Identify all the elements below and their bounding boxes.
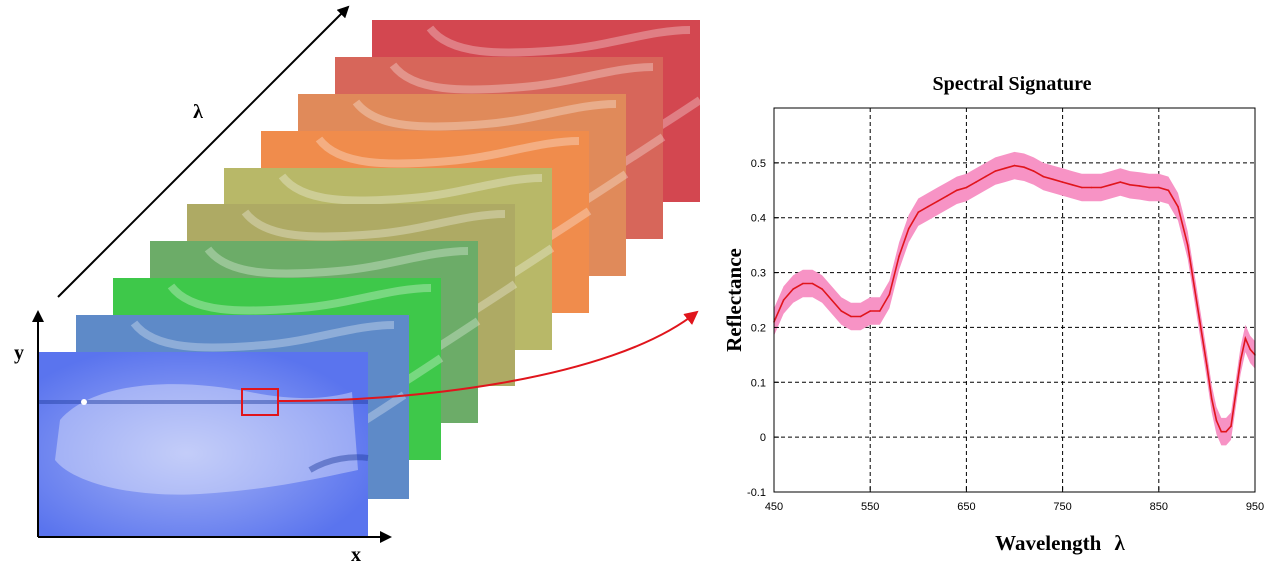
series-point: [869, 310, 871, 312]
x-tick-label: 850: [1150, 501, 1168, 513]
x-axis-label: x: [351, 544, 361, 566]
series-point: [965, 186, 968, 189]
x-axis-title: Wavelength λ: [995, 531, 1125, 555]
series-point: [1129, 184, 1131, 186]
spectral-signature-chart: Spectral Signature 450 550 650 750 850 950 -0.…: [722, 73, 1264, 555]
x-tick-label: 550: [861, 501, 879, 513]
pixel-to-spectrum-arrow: [277, 310, 699, 403]
chart-ticks: 450 550 650 750 850 950 -0.1 0 0.1 0.2 0.3 0.4 0.5: [747, 158, 1264, 513]
series-point: [782, 299, 785, 301]
series-point: [1023, 166, 1025, 168]
series-point: [802, 282, 804, 285]
series-point: [1244, 337, 1247, 340]
series-point: [1071, 184, 1073, 186]
series-point: [821, 288, 823, 290]
series-point: [1210, 397, 1213, 400]
series-point: [1239, 359, 1242, 362]
series-point: [879, 310, 881, 312]
series-point: [1167, 189, 1170, 192]
series-point: [1206, 365, 1208, 367]
lambda-axis-arrow: [57, 5, 350, 298]
series-point: [994, 170, 997, 172]
series-point: [850, 315, 852, 318]
series-point: [898, 255, 900, 257]
series-point: [792, 288, 794, 290]
series-point: [1186, 244, 1189, 246]
y-tick-label: 0.1: [751, 377, 766, 389]
y-tick-label: 0.2: [751, 322, 766, 334]
series-point: [1215, 419, 1218, 422]
x-axis-title-text: Wavelength: [995, 531, 1101, 555]
series-point: [917, 211, 920, 213]
series-point: [1081, 186, 1083, 189]
y-tick-label: 0.3: [751, 268, 766, 280]
x-axis-title-symbol: λ: [1115, 531, 1126, 555]
x-tick-label: 750: [1053, 501, 1071, 513]
series-point: [830, 299, 833, 301]
series-point: [1042, 175, 1045, 178]
hypercube: [38, 20, 703, 536]
series-point: [1013, 164, 1016, 167]
x-tick-label: 450: [765, 501, 783, 513]
series-point: [975, 181, 977, 183]
y-axis-label: y: [14, 342, 24, 364]
plot-frame: [773, 107, 1256, 493]
y-tick-label: 0.5: [751, 158, 766, 170]
series-point: [1158, 186, 1160, 189]
lambda-axis-label: λ: [193, 101, 203, 123]
series-point: [1230, 425, 1232, 428]
x-tick-label: 650: [957, 501, 975, 513]
series-point: [984, 175, 987, 178]
series-point: [888, 293, 891, 296]
series-point: [1249, 348, 1251, 351]
series-point: [956, 189, 958, 192]
series-line: [773, 164, 1256, 433]
series-point: [1235, 392, 1237, 395]
series-point: [1220, 430, 1223, 433]
chart-title: Spectral Signature: [932, 73, 1091, 95]
series-point: [946, 195, 948, 197]
series-variance-band: [774, 151, 1255, 446]
chart-series-lines: [773, 164, 1256, 433]
series-point: [1061, 181, 1064, 183]
series-point: [927, 205, 929, 208]
series-point: [1100, 186, 1102, 189]
series-point: [1196, 304, 1199, 307]
chart-series-band: [774, 151, 1255, 446]
y-tick-label: -0.1: [747, 487, 766, 499]
series-point: [1032, 170, 1035, 172]
series-point: [1177, 205, 1179, 208]
series-point: [859, 315, 862, 318]
series-point: [1225, 430, 1227, 433]
series-point: [840, 310, 843, 312]
series-point: [1119, 181, 1122, 183]
series-point: [936, 200, 939, 203]
y-tick-label: 0.4: [751, 213, 766, 225]
y-tick-label: 0: [760, 432, 766, 444]
series-point: [907, 227, 910, 230]
front-band-image: [38, 352, 369, 536]
series-point: [1004, 167, 1006, 170]
series-point: [1090, 186, 1093, 189]
series-point: [1138, 185, 1141, 187]
series-point: [1109, 184, 1112, 186]
series-point: [811, 282, 814, 285]
x-tick-label: 950: [1246, 501, 1264, 513]
y-axis-title: Reflectance: [722, 248, 746, 352]
series-point: [1148, 186, 1150, 189]
series-point: [1052, 178, 1054, 181]
